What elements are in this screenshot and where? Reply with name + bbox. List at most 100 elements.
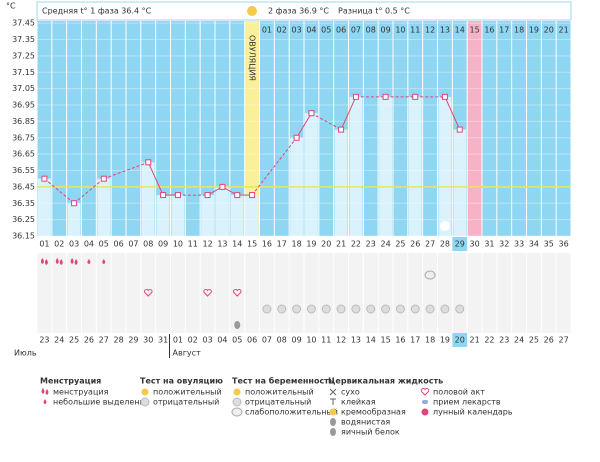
symbol (366, 304, 376, 314)
circle (262, 304, 272, 314)
x-tick-label: 19 (306, 240, 316, 249)
bar (453, 129, 467, 236)
x-tick-label: 03 (69, 240, 79, 249)
symbol (425, 304, 435, 314)
drop (102, 259, 106, 264)
date-highlight (452, 333, 468, 347)
temp-point (100, 175, 107, 182)
date-label: 26 (84, 336, 94, 345)
header-phase2: 2 фаза 36.9 °C (268, 7, 329, 16)
legend-icon (43, 399, 47, 404)
y-tick-label: 36.45 (12, 182, 35, 191)
bar (38, 178, 51, 236)
x-tick-label: 10 (173, 240, 183, 249)
temp-point (308, 110, 315, 117)
date-label: 08 (277, 336, 287, 345)
date-label: 24 (514, 336, 524, 345)
bar (67, 203, 81, 236)
temp-segment (251, 137, 297, 196)
heart (233, 289, 242, 297)
bar (201, 195, 214, 236)
temp-point (412, 93, 419, 100)
x-tick-label: 18 (291, 240, 301, 249)
y-tick-label: 36.55 (12, 166, 35, 175)
x-tick-label: 16 (262, 240, 272, 249)
legend-title: Менструация (40, 377, 101, 386)
legend-text: водянистая (341, 418, 390, 427)
pill (422, 400, 428, 404)
sun (141, 388, 149, 396)
symbol (55, 258, 63, 265)
symbol (233, 289, 242, 297)
symbol (306, 304, 316, 314)
x-tick-label: 12 (202, 240, 212, 249)
y-axis-label: °C (6, 2, 16, 11)
temp-point (441, 93, 448, 100)
bar (245, 195, 259, 236)
symbol (381, 304, 391, 314)
date-label: 18 (425, 336, 435, 345)
circle (410, 304, 420, 314)
x-tick-label: 35 (544, 240, 554, 249)
legend-text: клейкая (341, 398, 376, 407)
bar (97, 178, 111, 236)
egg (234, 321, 241, 329)
symbol (40, 258, 48, 265)
legend-icon (233, 388, 241, 396)
bubble (231, 407, 243, 417)
x-tick-label: 33 (514, 240, 524, 249)
x-tick-label: 06 (113, 240, 123, 249)
x-tick-label: 11 (188, 240, 198, 249)
legend-icon (329, 388, 337, 396)
symbol (424, 270, 436, 280)
legend-text: отрицательный (245, 398, 311, 407)
bar (156, 195, 170, 236)
x-tick-label: 34 (529, 240, 539, 249)
cycle-day: 14 (455, 26, 465, 35)
egg (330, 418, 336, 426)
legend-text: половой акт (433, 388, 485, 397)
temp-point (352, 93, 359, 100)
symbol (440, 304, 450, 314)
symbol (321, 304, 331, 314)
temp-point (174, 192, 181, 199)
month-label: Июль (14, 349, 37, 358)
x (329, 388, 337, 396)
date-label: 11 (321, 336, 331, 345)
symbol (102, 259, 106, 264)
legend-text: отрицательный (153, 398, 219, 407)
temp-segment (444, 96, 461, 130)
temp-point (145, 159, 152, 166)
x-tick-label: 23 (366, 240, 376, 249)
y-tick-label: 37.25 (12, 51, 35, 60)
t (330, 398, 336, 405)
x-tick-label: 25 (395, 240, 405, 249)
legend-title: Тест на овуляцию (140, 377, 223, 386)
heart (144, 289, 153, 297)
bar (334, 129, 348, 236)
symbol (455, 304, 465, 314)
symbol (351, 304, 361, 314)
x-tick-label: 09 (158, 240, 168, 249)
date-label: 30 (143, 336, 153, 345)
day-highlight (452, 237, 468, 251)
x-tick-label: 22 (351, 240, 361, 249)
x-tick-label: 15 (247, 240, 257, 249)
legend-icon (420, 388, 430, 396)
cycle-day: 12 (425, 26, 435, 35)
cycle-day: 05 (321, 26, 331, 35)
symbol (87, 259, 91, 264)
temp-segment (103, 161, 149, 180)
circle (140, 397, 150, 407)
cycle-day: 18 (514, 26, 524, 35)
cycle-day: 21 (558, 26, 568, 35)
heart (420, 388, 430, 396)
temp-segment (311, 112, 342, 131)
circle (292, 304, 302, 314)
cycle-day: 10 (395, 26, 405, 35)
y-tick-label: 37.35 (12, 35, 35, 44)
circle (381, 304, 391, 314)
legend-icon (140, 397, 150, 407)
cycle-day: 19 (529, 26, 539, 35)
circle (306, 304, 316, 314)
